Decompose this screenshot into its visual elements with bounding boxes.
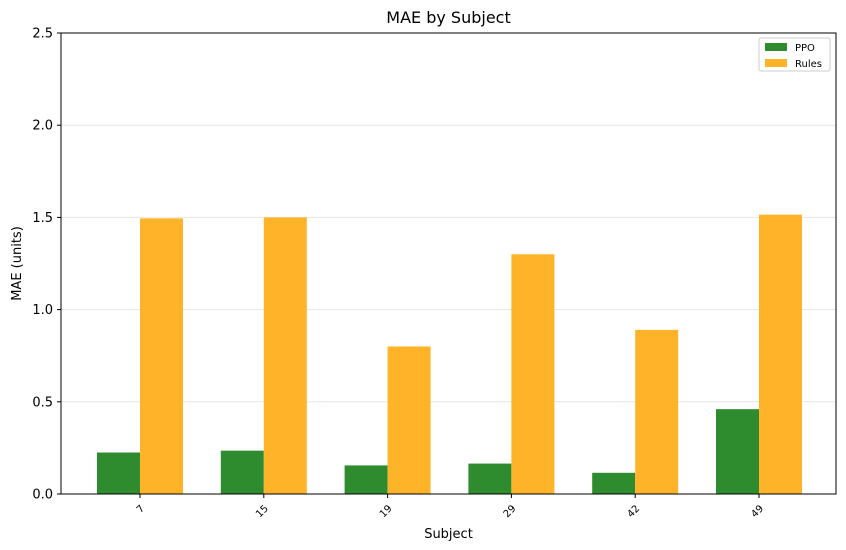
bar-ppo-15 (220, 450, 264, 494)
y-tick-label: 2.0 (32, 119, 53, 134)
bar-rules-49 (759, 214, 802, 494)
y-tick-label: 1.5 (32, 211, 53, 226)
bar-rules-15 (263, 217, 307, 494)
x-tick-label: 15 (254, 503, 271, 520)
bars (97, 214, 802, 494)
x-axis: 7 15 19 29 42 49 (135, 494, 766, 520)
legend-label-rules: Rules (795, 59, 822, 70)
bar-ppo-42 (592, 472, 636, 494)
bar-rules-42 (635, 329, 679, 494)
x-tick-label: 49 (749, 503, 766, 520)
chart-title: MAE by Subject (386, 8, 510, 27)
y-tick-label: 2.5 (32, 27, 53, 42)
bar-rules-7 (140, 218, 183, 494)
x-tick-label: 7 (135, 503, 147, 515)
legend-label-ppo: PPO (795, 43, 815, 54)
bar-ppo-19 (344, 465, 388, 494)
x-tick-label: 19 (378, 503, 395, 520)
bar-rules-19 (387, 346, 431, 494)
bar-ppo-29 (468, 463, 512, 494)
legend-swatch-ppo (765, 43, 787, 51)
y-axis: 0.0 0.5 1.0 1.5 2.0 2.5 (32, 27, 61, 503)
bar-ppo-7 (97, 452, 140, 494)
y-tick-label: 0.5 (32, 395, 53, 410)
legend-swatch-rules (765, 59, 787, 67)
x-tick-label: 42 (625, 503, 642, 520)
y-tick-label: 0.0 (32, 488, 53, 503)
y-axis-label: MAE (units) (10, 226, 25, 301)
plot-frame (60, 32, 837, 495)
legend: PPO Rules (758, 37, 831, 72)
y-tick-label: 1.0 (32, 303, 53, 318)
bar-rules-29 (511, 254, 555, 494)
grid-lines (61, 124, 836, 403)
x-tick-label: 29 (502, 503, 519, 520)
bar-ppo-49 (716, 409, 759, 494)
x-axis-label: Subject (424, 527, 473, 542)
